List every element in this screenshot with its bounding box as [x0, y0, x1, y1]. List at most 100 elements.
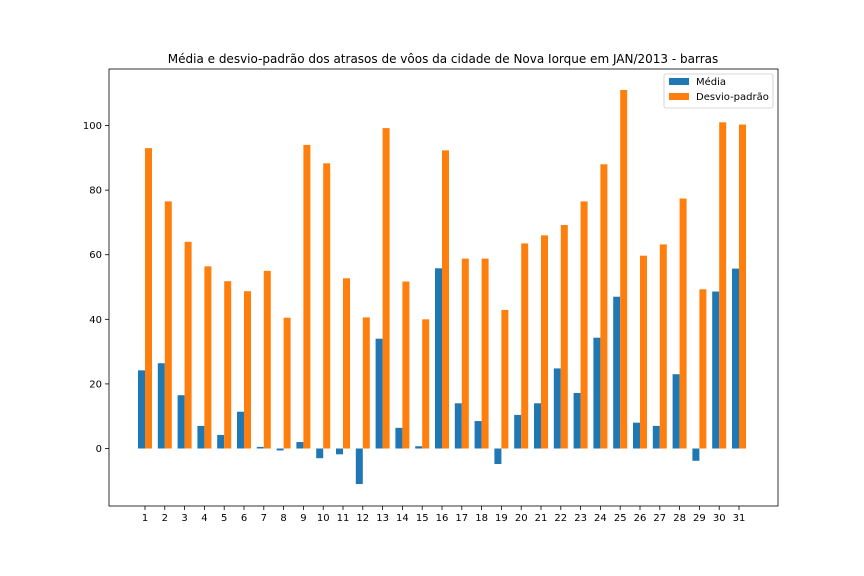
bar-desvio-11 [343, 278, 350, 449]
bar-media-27 [652, 425, 660, 449]
bar-media-29 [692, 448, 700, 461]
x-tick-label-16: 16 [436, 513, 449, 524]
x-tick-label-17: 17 [455, 513, 468, 524]
bar-desvio-1 [145, 148, 152, 449]
legend-swatch-desvio [669, 93, 689, 100]
x-tick-label-21: 21 [535, 513, 548, 524]
x-tick-label-6: 6 [241, 513, 247, 524]
bar-media-15 [415, 446, 423, 449]
x-tick-label-28: 28 [673, 513, 686, 524]
x-tick-label-30: 30 [713, 513, 726, 524]
bar-desvio-17 [461, 258, 469, 449]
bar-desvio-3 [184, 241, 192, 449]
bar-media-31 [732, 268, 739, 449]
x-tick-label-13: 13 [376, 513, 389, 524]
y-tick-label: 60 [89, 250, 102, 261]
bar-media-25 [613, 296, 621, 449]
bar-desvio-28 [679, 198, 687, 449]
x-tick-label-23: 23 [574, 513, 587, 524]
x-tick-label-26: 26 [634, 513, 647, 524]
bar-desvio-13 [382, 128, 390, 449]
x-tick-label-11: 11 [337, 513, 350, 524]
x-tick-label-12: 12 [356, 513, 369, 524]
bar-desvio-20 [521, 243, 529, 449]
bar-desvio-30 [719, 122, 727, 449]
bar-media-14 [395, 427, 403, 449]
bar-media-19 [494, 448, 502, 465]
x-tick-label-22: 22 [554, 513, 567, 524]
bar-desvio-29 [699, 289, 707, 449]
x-tick-label-31: 31 [733, 513, 746, 524]
y-tick-label: 0 [96, 444, 102, 455]
bar-desvio-25 [620, 89, 628, 449]
x-tick-label-10: 10 [317, 513, 330, 524]
x-tick-label-1: 1 [142, 513, 148, 524]
bar-media-4 [197, 425, 205, 449]
x-tick-label-24: 24 [594, 513, 607, 524]
bar-media-2 [157, 363, 165, 449]
bar-media-5 [217, 434, 225, 449]
bar-desvio-14 [402, 281, 410, 449]
bar-desvio-26 [640, 255, 647, 449]
bar-media-24 [593, 337, 601, 449]
x-tick-label-19: 19 [495, 513, 508, 524]
bar-desvio-15 [422, 319, 430, 449]
x-tick-label-20: 20 [515, 513, 528, 524]
x-tick-label-9: 9 [300, 513, 306, 524]
bar-media-1 [138, 370, 145, 449]
bar-media-13 [375, 338, 383, 449]
bar-media-7 [256, 446, 264, 449]
bar-media-12 [355, 448, 363, 485]
bar-desvio-22 [560, 225, 568, 449]
bar-desvio-2 [164, 201, 172, 449]
bar-media-23 [573, 392, 581, 449]
x-axis: 1 2 3 4 5 6 7 8 9 10 11 12 13 14 15 16 17 18 19 20 21 22 23 24 2… [142, 506, 746, 524]
x-tick-label-8: 8 [280, 513, 286, 524]
bar-media-26 [633, 422, 640, 449]
bar-desvio-10 [323, 163, 331, 449]
x-tick-label-7: 7 [261, 513, 267, 524]
bar-media-28 [672, 374, 680, 449]
bar-desvio-18 [481, 258, 489, 449]
legend-label-desvio: Desvio-padrão [696, 92, 769, 103]
y-tick-label: 100 [83, 121, 102, 132]
legend-box [663, 73, 774, 109]
bar-desvio-16 [442, 150, 449, 449]
bar-desvio-27 [659, 244, 667, 449]
bar-media-21 [534, 403, 541, 449]
x-tick-label-27: 27 [653, 513, 666, 524]
x-tick-label-14: 14 [396, 513, 409, 524]
bar-desvio-5 [224, 281, 232, 449]
bar-media-20 [514, 414, 522, 449]
bar-media-16 [435, 268, 442, 449]
legend: Média Desvio-padrão [663, 73, 774, 109]
y-axis: 0 20 40 60 80 100 [83, 121, 109, 455]
legend-swatch-media [669, 78, 689, 85]
bar-desvio-12 [362, 317, 370, 449]
bar-media-6 [237, 411, 244, 449]
x-tick-label-5: 5 [221, 513, 227, 524]
y-tick-label: 20 [89, 379, 102, 390]
bars-layer [138, 89, 746, 485]
bar-media-17 [454, 403, 462, 449]
bar-desvio-19 [501, 309, 509, 449]
legend-label-media: Média [696, 76, 726, 88]
y-tick-label: 40 [89, 315, 102, 326]
x-tick-label-25: 25 [614, 513, 627, 524]
bar-desvio-9 [303, 144, 311, 449]
bar-desvio-24 [600, 164, 608, 449]
bar-media-30 [712, 291, 720, 449]
bar-desvio-31 [739, 124, 746, 449]
x-tick-label-18: 18 [475, 513, 488, 524]
y-tick-label: 80 [89, 186, 102, 197]
bar-media-9 [296, 442, 304, 449]
bar-media-3 [177, 395, 185, 449]
bar-media-22 [553, 368, 561, 449]
x-tick-label-4: 4 [201, 513, 207, 524]
x-tick-label-2: 2 [162, 513, 168, 524]
bar-media-8 [276, 448, 284, 451]
x-tick-label-15: 15 [416, 513, 429, 524]
chart-title: Média e desvio-padrão dos atrasos de vôo… [168, 52, 718, 66]
bar-desvio-8 [283, 317, 291, 449]
